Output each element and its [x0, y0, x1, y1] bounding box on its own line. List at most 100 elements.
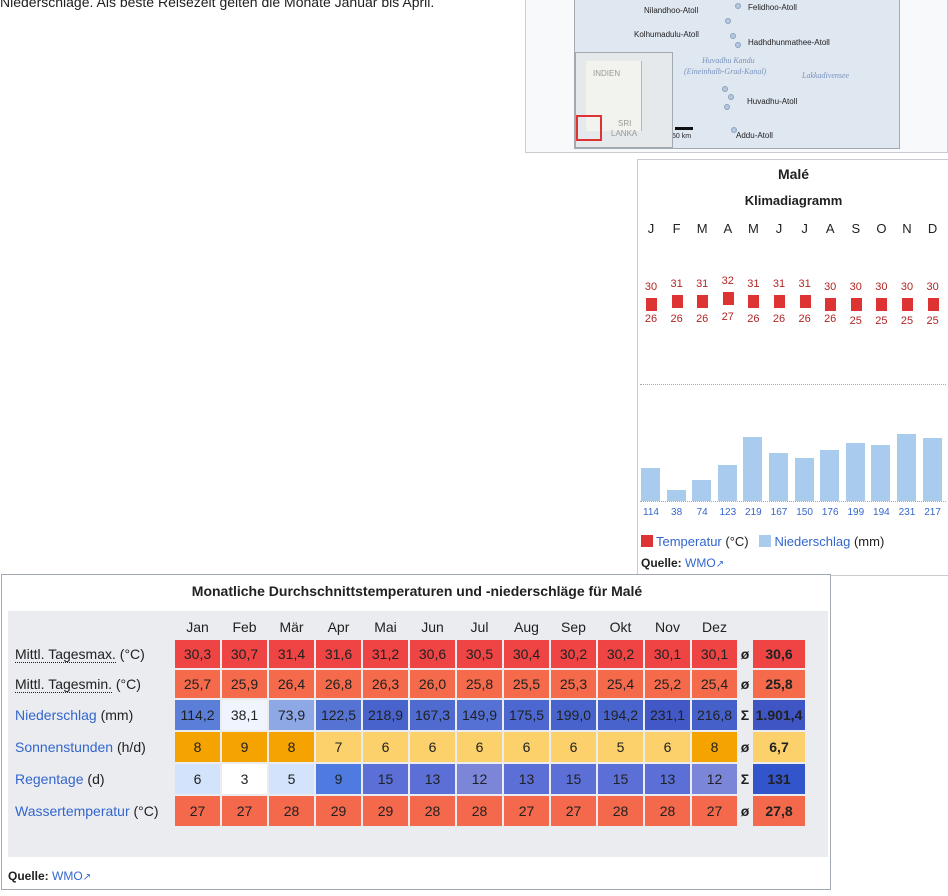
aggregate-symbol: ø	[740, 803, 750, 819]
tmin-label: 26	[644, 313, 658, 325]
table-cell: 9	[316, 764, 361, 794]
tmax-label: 30	[824, 281, 837, 293]
table-caption: Monatliche Durchschnittstemperaturen und…	[191, 583, 643, 599]
table-cell: 31,2	[363, 640, 408, 668]
table-cell: 3	[222, 764, 267, 794]
diagram-source-label: Quelle:	[641, 556, 682, 570]
precipitation-value: 199	[847, 507, 865, 518]
tmin-label: 25	[875, 315, 888, 327]
table-cell: 6	[551, 732, 596, 762]
table-cell: 26,4	[269, 670, 314, 698]
atoll-marker	[735, 3, 741, 9]
maldives-map[interactable]: Nilandhoo-Atoll Felidhoo-Atoll Kolhumadu…	[574, 0, 900, 149]
table-cell: 25,4	[598, 670, 643, 698]
table-row-min: Mittl. Tagesmin. (°C) 25,7 25,9 26,4 26,8 26,…	[12, 670, 805, 698]
month-header: Nov	[655, 619, 680, 635]
row-label-unit: (°C)	[115, 676, 141, 692]
baseline	[640, 501, 946, 502]
table-cell: 27	[692, 796, 737, 826]
table-cell: 6	[175, 764, 220, 794]
legend-precip-swatch	[759, 535, 772, 547]
table-cell: 114,2	[175, 700, 220, 730]
diagram-subtitle: Klimadiagramm	[744, 193, 843, 208]
aggregate-symbol: Σ	[740, 707, 750, 723]
month-header: Mai	[374, 619, 397, 635]
table-cell: 27	[222, 796, 267, 826]
table-cell: 231,1	[645, 700, 690, 730]
precipitation-value: 74	[696, 507, 708, 518]
table-cell: 175,5	[504, 700, 549, 730]
table-cell: 31,6	[316, 640, 361, 668]
row-label-text[interactable]: Wassertemperatur	[15, 803, 130, 819]
table-cell: 149,9	[457, 700, 502, 730]
row-label-unit: (h/d)	[116, 739, 146, 755]
legend-precip-link[interactable]: Niederschlag	[774, 534, 851, 549]
month-label: M	[747, 221, 759, 236]
table-cell: 25,5	[504, 670, 549, 698]
temperature-bar	[671, 295, 683, 308]
precipitation-bar	[897, 434, 916, 501]
table-cell: 6	[410, 732, 455, 762]
month-header: Mär	[279, 619, 304, 635]
precipitation-value: 150	[796, 507, 813, 518]
precipitation-value: 176	[821, 507, 839, 518]
row-label-text[interactable]: Niederschlag	[15, 707, 97, 723]
tmax-label: 30	[644, 281, 658, 293]
scale-bar	[675, 127, 693, 130]
table-cell: 28	[457, 796, 502, 826]
row-label: Regentage (d)	[12, 764, 173, 794]
overview-inset: INDIEN SRI LANKA	[575, 52, 673, 148]
row-label-unit: (°C)	[133, 803, 159, 819]
row-total: 131	[753, 764, 805, 794]
row-label: Mittl. Tagesmax. (°C)	[12, 640, 173, 668]
diagram-title: Malé	[777, 166, 810, 182]
temperature-bar	[902, 298, 913, 311]
table-cell: 122,5	[316, 700, 361, 730]
gridline	[640, 384, 946, 385]
table-cell: 26,8	[316, 670, 361, 698]
row-total: 6,7	[753, 732, 805, 762]
table-cell: 5	[269, 764, 314, 794]
month-header: Jan	[186, 619, 209, 635]
temperature-bar	[646, 298, 657, 311]
precipitation-value: 219	[745, 507, 762, 518]
month-header: Apr	[327, 619, 350, 635]
table-cell: 6	[363, 732, 408, 762]
temperature-bar	[876, 298, 888, 311]
tmax-label: 31	[747, 278, 760, 290]
precipitation-value: 38	[671, 507, 683, 518]
month-label: N	[902, 221, 912, 236]
table-cell: 28	[410, 796, 455, 826]
table-cell: 15	[598, 764, 643, 794]
table-cell: 9	[222, 732, 267, 762]
table-cell: 25,9	[222, 670, 267, 698]
temperature-bar	[697, 295, 709, 308]
legend-temp-link[interactable]: Temperatur	[656, 534, 722, 549]
row-label-text[interactable]: Sonnenstunden	[15, 739, 114, 755]
table-cell: 25,8	[457, 670, 502, 698]
row-total: 25,8	[753, 670, 805, 698]
table-cell: 25,2	[645, 670, 690, 698]
table-cell: 25,7	[175, 670, 220, 698]
tmin-label: 26	[798, 313, 811, 325]
table-cell: 13	[410, 764, 455, 794]
month-label: A	[825, 221, 835, 236]
table-source-link[interactable]: WMO	[52, 869, 83, 883]
table-row-raindays: Regentage (d) 6 3 5 9 15 13 12 13 15 15 13 12 Σ 131	[12, 764, 805, 794]
row-label-text[interactable]: Regentage	[15, 771, 84, 787]
map-label-nilandhoo: Nilandhoo-Atoll	[644, 6, 699, 15]
tmin-label: 26	[696, 313, 709, 325]
external-link-icon: ↗	[82, 872, 92, 883]
table-cell: 194,2	[598, 700, 643, 730]
table-cell: 30,1	[645, 640, 690, 668]
aggregate-symbol: ø	[740, 646, 750, 662]
table-cell: 30,2	[598, 640, 643, 668]
tmax-label: 32	[721, 275, 734, 287]
diagram-source-link[interactable]: WMO	[685, 556, 716, 570]
tmax-label: 31	[670, 278, 683, 290]
tmin-label: 26	[747, 313, 760, 325]
tmin-label: 26	[824, 313, 837, 325]
table-cell: 15	[551, 764, 596, 794]
atoll-marker	[725, 18, 731, 24]
table-cell: 27	[551, 796, 596, 826]
